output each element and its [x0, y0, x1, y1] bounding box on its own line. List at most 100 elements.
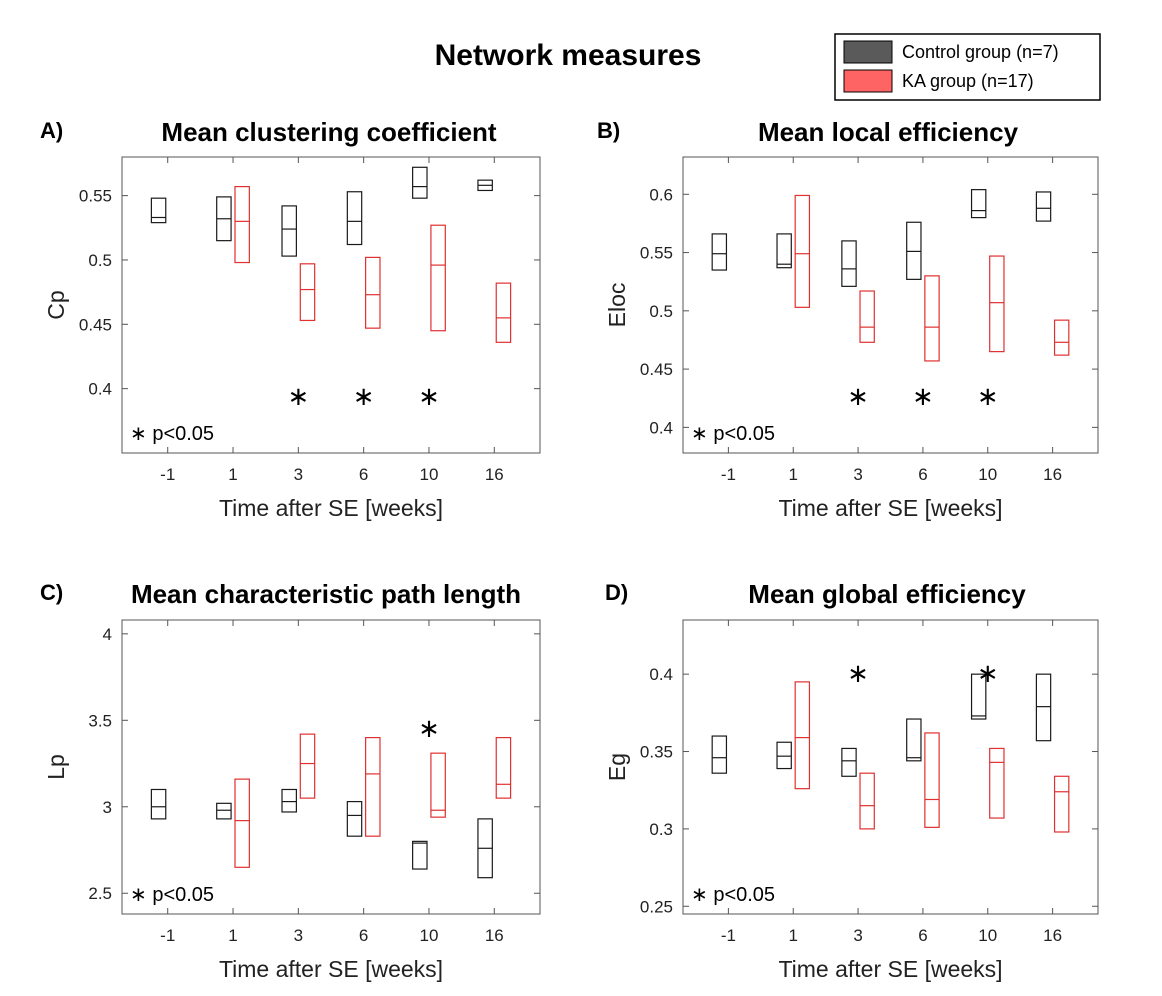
- ka-box: [299, 733, 316, 799]
- significance-star: ∗: [977, 381, 999, 411]
- y-tick-label: 0.5: [649, 302, 673, 321]
- control-box: [281, 205, 297, 257]
- control-box: [1035, 673, 1052, 742]
- x-tick-label: 6: [918, 926, 927, 945]
- ka-box: [299, 263, 316, 322]
- significance-star: ∗: [418, 713, 440, 743]
- panel-b: B) Mean local efficiency 0.4 0.45 0.5 0.55 0.6…: [597, 117, 1099, 521]
- y-tick-label: 2.5: [88, 884, 112, 903]
- ka-box: [430, 224, 446, 332]
- panel-label: B): [597, 118, 620, 143]
- significance-star: ∗: [353, 381, 375, 411]
- y-axis-label: Eloc: [604, 283, 630, 328]
- y-tick-label: 0.25: [640, 897, 673, 916]
- panel-label: D): [605, 580, 628, 605]
- significance-star: ∗: [977, 658, 999, 688]
- ka-box: [495, 736, 512, 799]
- significance-note: ∗ p<0.05: [130, 423, 214, 445]
- panel-label: C): [40, 580, 63, 605]
- x-tick-label: 10: [420, 926, 439, 945]
- ka-box: [234, 778, 250, 868]
- control-box: [346, 191, 363, 246]
- x-tick-label: 3: [853, 465, 862, 484]
- x-tick-label: 16: [1043, 926, 1062, 945]
- legend-label-control: Control group (n=7): [902, 42, 1059, 62]
- panels: A) Mean clustering coefficient 0.4 0.45 0.5 0…: [40, 117, 1099, 982]
- x-tick-label: -1: [160, 926, 175, 945]
- control-box: [776, 233, 792, 269]
- x-tick-label: 16: [485, 465, 504, 484]
- control-box: [412, 166, 428, 199]
- ka-box: [989, 747, 1005, 819]
- x-tick-label: 10: [978, 926, 997, 945]
- control-box: [150, 788, 167, 820]
- y-tick-label: 0.35: [640, 743, 673, 762]
- y-tick-label: 3: [103, 798, 112, 817]
- legend-swatch-control: [843, 40, 893, 64]
- panel-d: D) Mean global efficiency 0.25 0.3 0.35 0.4 -1…: [604, 579, 1099, 982]
- ka-box: [859, 290, 875, 343]
- panel-c: C) Mean characteristic path length 2.5 3 3.5…: [40, 579, 541, 982]
- control-box: [970, 189, 987, 219]
- y-tick-label: 0.45: [640, 360, 673, 379]
- significance-note: ∗ p<0.05: [130, 884, 214, 906]
- panel-title: Mean characteristic path length: [131, 579, 521, 609]
- x-tick-label: -1: [160, 465, 175, 484]
- control-box: [970, 673, 987, 720]
- axes-frame: [121, 619, 541, 915]
- y-tick-label: 0.5: [88, 251, 112, 270]
- panel-title: Mean local efficiency: [758, 117, 1019, 147]
- ka-box: [365, 256, 381, 329]
- control-box: [150, 197, 167, 224]
- legend: Control group (n=7) KA group (n=17): [834, 33, 1101, 101]
- panel-label: A): [40, 118, 63, 143]
- control-box: [216, 802, 232, 820]
- y-axis-label: Cp: [43, 290, 69, 319]
- legend-label-ka: KA group (n=17): [902, 71, 1034, 91]
- x-tick-label: 3: [294, 465, 303, 484]
- x-tick-label: 3: [294, 926, 303, 945]
- y-tick-label: 0.4: [649, 418, 673, 437]
- x-axis-label: Time after SE [weeks]: [778, 956, 1002, 982]
- x-axis-label: Time after SE [weeks]: [219, 495, 443, 521]
- ka-box: [365, 736, 381, 837]
- axes-frame: [121, 156, 541, 454]
- x-tick-label: 6: [359, 465, 368, 484]
- x-tick-label: 1: [789, 926, 798, 945]
- figure-title: Network measures: [435, 39, 702, 72]
- control-box: [776, 741, 792, 770]
- control-box: [711, 233, 728, 271]
- x-tick-label: 6: [918, 465, 927, 484]
- panel-title: Mean global efficiency: [748, 579, 1026, 609]
- y-tick-label: 0.45: [79, 315, 112, 334]
- y-tick-label: 0.55: [79, 187, 112, 206]
- significance-star: ∗: [912, 381, 934, 411]
- legend-swatch-ka: [843, 69, 893, 93]
- y-tick-label: 0.6: [649, 185, 673, 204]
- axes-frame: [682, 619, 1099, 915]
- x-tick-label: -1: [721, 465, 736, 484]
- panel-title: Mean clustering coefficient: [161, 117, 497, 147]
- x-tick-label: 1: [228, 465, 237, 484]
- control-box: [841, 747, 857, 777]
- ka-box: [1053, 775, 1070, 833]
- x-tick-label: 16: [1043, 465, 1062, 484]
- significance-note: ∗ p<0.05: [691, 884, 775, 906]
- y-tick-label: 3.5: [88, 711, 112, 730]
- x-axis-label: Time after SE [weeks]: [219, 956, 443, 982]
- y-axis-label: Eg: [604, 753, 630, 781]
- ka-box: [859, 772, 875, 830]
- control-box: [906, 718, 922, 762]
- x-tick-label: 3: [853, 926, 862, 945]
- x-tick-label: 6: [359, 926, 368, 945]
- y-tick-label: 0.4: [88, 380, 112, 399]
- x-tick-label: 10: [978, 465, 997, 484]
- y-tick-label: 0.55: [640, 244, 673, 263]
- y-axis-label: Lp: [43, 754, 69, 780]
- control-box: [346, 800, 363, 837]
- control-box: [412, 840, 428, 870]
- ka-box: [924, 275, 940, 362]
- significance-star: ∗: [847, 658, 869, 688]
- axes-frame: [682, 156, 1099, 454]
